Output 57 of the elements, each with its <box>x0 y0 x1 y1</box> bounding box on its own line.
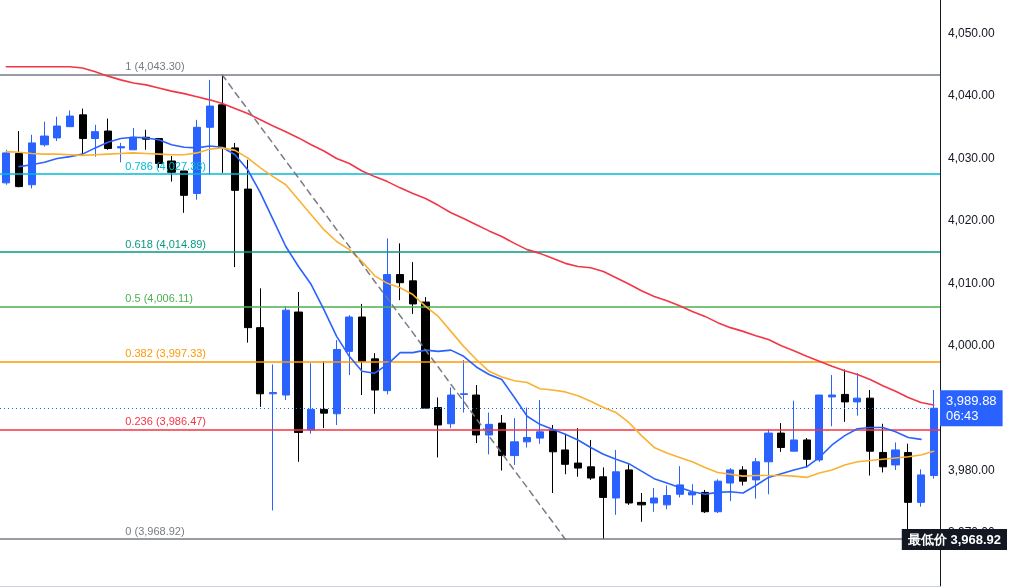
ref-line-label: 1 (4,043.30) <box>125 60 185 73</box>
candlestick <box>472 384 480 444</box>
candlestick <box>421 296 430 409</box>
candlestick <box>358 303 366 396</box>
y-tick-label: 4,000.00 <box>948 338 996 353</box>
candlestick <box>40 121 49 148</box>
candlestick <box>117 142 125 163</box>
candlestick <box>637 492 646 523</box>
y-tick-label: 4,040.00 <box>948 88 996 103</box>
candlestick <box>15 130 23 188</box>
candlestick <box>79 108 87 155</box>
candlestick <box>294 291 303 463</box>
candlestick <box>917 468 925 508</box>
candlestick <box>66 109 74 128</box>
candlestick <box>53 116 61 142</box>
candlestick <box>904 443 912 530</box>
candlestick <box>866 389 874 477</box>
y-tick-label: 4,030.00 <box>948 150 996 165</box>
y-tick-label: 4,010.00 <box>948 275 996 290</box>
candlestick <box>2 149 10 186</box>
candlestick <box>256 287 264 408</box>
annotation: 最低价 3,968.92 <box>906 532 1001 548</box>
candlestick <box>510 417 519 466</box>
candlestick <box>574 427 582 478</box>
candlestick <box>650 487 658 513</box>
candlestick <box>599 466 607 540</box>
candlestick <box>663 485 671 510</box>
candlestick <box>625 463 633 506</box>
ref-line-label: 0.618 (4,014.89) <box>125 237 207 250</box>
candlestick <box>409 261 417 315</box>
candlestick <box>180 170 188 214</box>
candlestick <box>244 159 252 344</box>
candlestick <box>434 397 442 458</box>
candlestick <box>549 424 557 494</box>
candlestick <box>320 360 328 429</box>
ref-line-label: 0.382 (3,997.33) <box>125 347 207 360</box>
candlestick <box>345 314 353 376</box>
candlestick <box>104 118 112 151</box>
ref-line-label: 3,989.88 06:43 <box>946 393 997 424</box>
candlestick <box>803 437 811 468</box>
candlestick <box>587 439 595 481</box>
y-tick-label: 4,020.00 <box>948 213 996 228</box>
candlestick <box>218 74 226 174</box>
ref-line-label: 0 (3,968.92) <box>125 524 185 537</box>
candlestick <box>841 368 849 423</box>
candlestick <box>383 237 391 395</box>
ref-line-label: 0.236 (3,986.47) <box>125 415 207 428</box>
y-tick-label: 3,980.00 <box>948 462 996 477</box>
candlestick <box>396 242 404 301</box>
y-tick-label: 4,050.00 <box>948 26 996 41</box>
candlestick <box>701 489 709 514</box>
candlestick <box>498 414 506 472</box>
candlestick <box>282 305 290 401</box>
candlestick <box>561 433 569 475</box>
candlestick <box>777 422 785 453</box>
ref-line-label: 0.5 (4,006.11) <box>125 292 193 305</box>
candlestick <box>879 423 887 473</box>
